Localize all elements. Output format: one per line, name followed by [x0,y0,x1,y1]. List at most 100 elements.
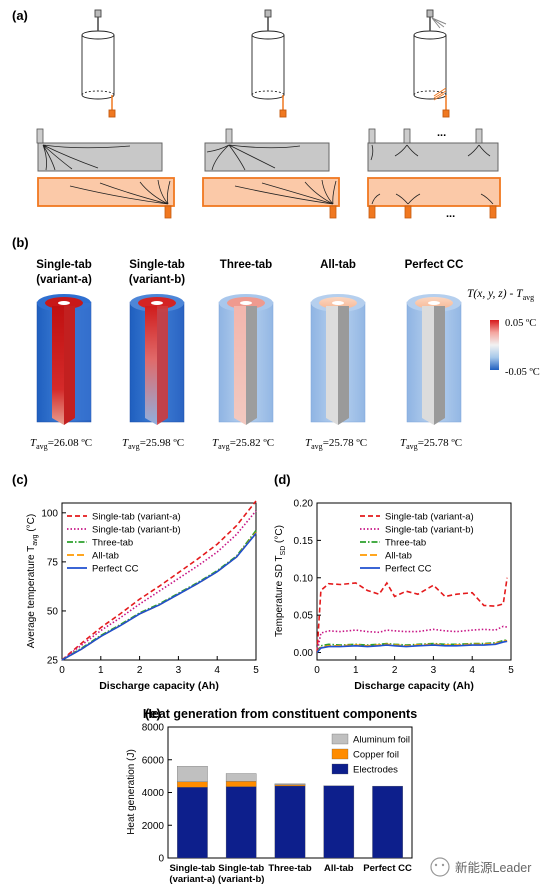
x-tick-label: 2 [137,665,143,676]
x-tick-label: 1 [98,665,104,676]
category-label: Perfect CC [363,863,412,874]
strip-grey-3: ... [367,127,499,172]
strip-grey-2 [204,128,330,172]
y-tick-label: 0.10 [294,573,314,584]
legend-swatch [331,763,349,775]
tavg-label-2: Tavg=25.98 ºC [122,437,184,451]
legend-swatch [331,733,349,745]
strip-orange-3: ... [367,177,501,220]
y-axis-label-prefix: Average temperature T [26,546,37,648]
series-line-5 [61,532,257,661]
legend-c: Single-tab (variant-a) Single-tab (varian… [67,512,181,575]
strip-orange-2 [202,177,340,219]
tavg-subscript: avg [128,442,140,451]
tavg-subscript: avg [406,442,418,451]
watermark-text: 新能源Leader [455,860,531,875]
legend-label: Perfect CC [92,564,139,575]
panel-label-e: (e) [145,706,161,721]
y-axis-label-subscript: SD [280,546,287,556]
legend-label: Perfect CC [385,564,432,575]
x-tick-label: 5 [508,665,514,676]
chart-title-e: Heat generation from constituent compone… [143,707,417,721]
x-axis-label-d: Discharge capacity (Ah) [354,680,474,692]
panel-b-thermal-maps: (b) Single-tab (variant-a) Single-tab (v… [12,235,540,451]
thermal-cylinder-4 [310,294,366,425]
x-tick-label: 0 [314,665,320,676]
y-tick-label: 0.00 [294,648,314,659]
y-axis-label-subscript: avg [32,534,39,545]
cylinder-all-tab [413,9,450,118]
config-subtitle-1: (variant-a) [36,274,92,286]
bar-electrodes [274,785,306,859]
panel-label-a: (a) [12,8,28,23]
series-line-1 [61,500,257,661]
bar-aluminum-foil [274,783,306,785]
axes-c: 0 1 2 3 4 5 25 50 75 100 [41,508,259,676]
svg-text:Tavg=25.78 ºC: Tavg=25.78 ºC [305,437,367,451]
legend-label: Aluminum foil [353,735,410,746]
panel-e-heat-generation: (e) Heat generation from constituent com… [126,706,417,885]
strip-grey-1 [36,128,163,172]
tavg-symbol: T [305,437,312,449]
legend-label: Electrodes [353,765,398,776]
panel-label-d: (d) [274,472,291,487]
ellipsis-bottom: ... [446,208,455,220]
y-axis-label-prefix: Temperature SD T [274,555,285,637]
svg-text:Tavg=25.78 ºC: Tavg=25.78 ºC [400,437,462,451]
legend-label: All-tab [385,551,412,562]
y-tick-label: 8000 [142,723,165,734]
category-label: Three-tab [268,863,311,874]
y-axis-label-suffix: (°C) [274,525,285,546]
tavg-symbol: T [122,437,129,449]
y-axis-label-suffix: (°C) [26,514,37,535]
thermal-cylinder-3 [218,294,274,425]
y-tick-label: 6000 [142,755,165,766]
tavg-value: =26.08 ºC [48,437,92,449]
tavg-symbol: T [400,437,407,449]
tavg-value: =25.78 ºC [323,437,367,449]
colorbar-max-label: 0.05 ºC [505,318,536,329]
colorbar-title-subscript: avg [523,293,535,302]
colorbar: T(x, y, z) - Tavg 0.05 ºC -0.05 ºC [467,288,540,378]
y-tick-label: 0.15 [294,536,314,547]
lines-c [61,500,257,661]
y-axis-label-d: Temperature SD TSD (°C) [274,525,287,637]
legend-label: Single-tab (variant-a) [385,512,474,523]
tavg-subscript: avg [36,442,48,451]
legend-label: Single-tab (variant-b) [385,525,474,536]
series-line-5 [316,640,508,654]
y-tick-label: 0 [158,854,164,865]
svg-text:Tavg=26.08 ºC: Tavg=26.08 ºC [30,437,92,451]
legend-e: Aluminum foil Copper foil Electrodes [331,733,410,776]
y-tick-label: 100 [41,508,58,519]
y-tick-label: 75 [47,557,59,568]
thermal-cylinder-5 [406,294,462,425]
config-title-1: Single-tab [36,259,92,271]
panel-a-schematics: (a) [12,8,501,220]
category-label: Single-tab [218,863,264,874]
y-tick-label: 25 [47,656,59,667]
panel-label-b: (b) [12,235,29,250]
plot-frame-d [316,502,512,661]
y-axis-label-e: Heat generation (J) [126,749,137,835]
x-tick-label: 3 [431,665,437,676]
x-tick-label: 2 [392,665,398,676]
panel-d-temperature-sd: (d) 0 1 2 3 4 5 0.00 0.05 0.10 0.15 0.20 Single-ta… [274,472,514,692]
colorbar-min-label: -0.05 ºC [505,367,540,378]
legend-label: Three-tab [92,538,133,549]
legend-label: Copper foil [353,750,399,761]
tavg-label-3: Tavg=25.82 ºC [212,437,274,451]
tavg-symbol: T [30,437,37,449]
y-tick-label: 0.05 [294,611,314,622]
x-tick-label: 1 [353,665,359,676]
tavg-label-5: Tavg=25.78 ºC [400,437,462,451]
y-tick-label: 50 [47,606,59,617]
legend-label: All-tab [92,551,119,562]
tavg-label-1: Tavg=26.08 ºC [30,437,92,451]
x-tick-label: 0 [59,665,65,676]
legend-label: Three-tab [385,538,426,549]
bar-copper-foil [225,781,257,787]
category-label: (variant-a) [169,874,215,885]
legend-swatch [331,748,349,760]
